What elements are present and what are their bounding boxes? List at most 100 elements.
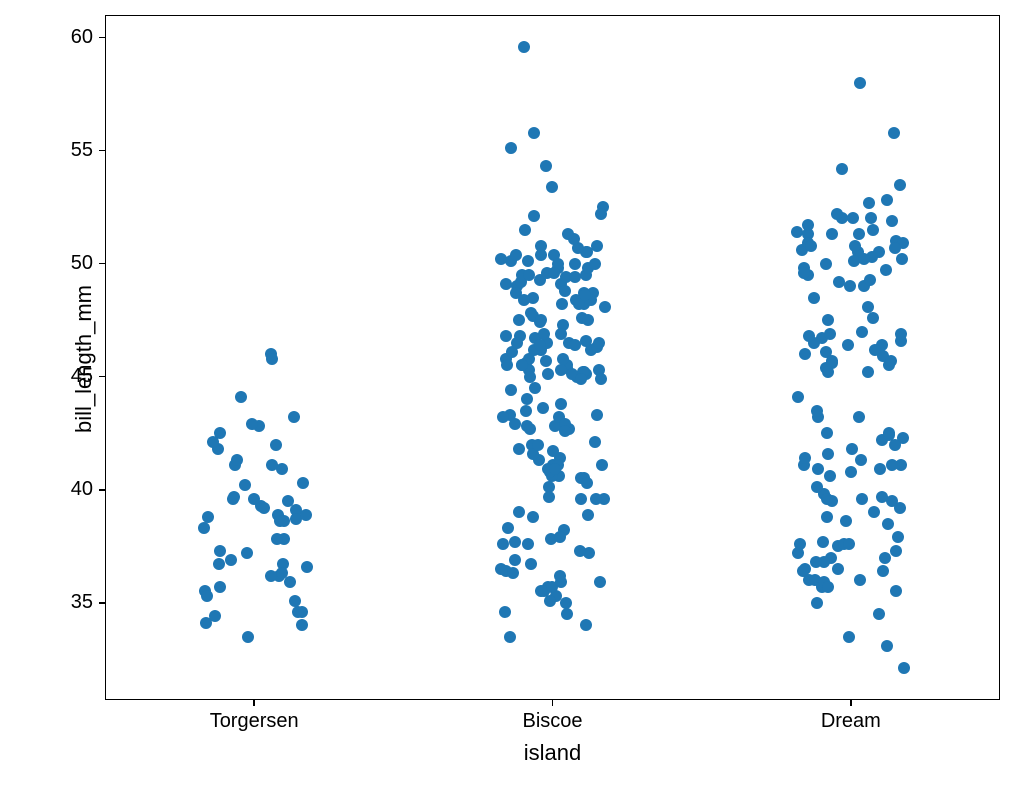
data-point bbox=[792, 391, 804, 403]
data-point bbox=[575, 493, 587, 505]
data-point bbox=[890, 545, 902, 557]
data-point bbox=[826, 355, 838, 367]
data-point bbox=[300, 509, 312, 521]
data-point bbox=[499, 606, 511, 618]
data-point bbox=[534, 339, 546, 351]
data-point bbox=[594, 576, 606, 588]
data-point bbox=[296, 619, 308, 631]
data-point bbox=[562, 228, 574, 240]
data-point bbox=[518, 294, 530, 306]
data-point bbox=[513, 506, 525, 518]
data-point bbox=[282, 495, 294, 507]
data-point bbox=[505, 142, 517, 154]
data-point bbox=[595, 373, 607, 385]
data-point bbox=[580, 335, 592, 347]
data-point bbox=[582, 314, 594, 326]
data-point bbox=[843, 538, 855, 550]
data-point bbox=[822, 314, 834, 326]
data-point bbox=[847, 212, 859, 224]
data-point bbox=[883, 427, 895, 439]
data-point bbox=[876, 491, 888, 503]
data-point bbox=[266, 459, 278, 471]
data-point bbox=[885, 355, 897, 367]
data-point bbox=[582, 509, 594, 521]
data-point bbox=[524, 423, 536, 435]
x-tick-mark bbox=[253, 700, 255, 706]
data-point bbox=[248, 493, 260, 505]
data-point bbox=[882, 518, 894, 530]
data-point bbox=[292, 606, 304, 618]
data-point bbox=[265, 570, 277, 582]
data-point bbox=[889, 242, 901, 254]
data-point bbox=[297, 477, 309, 489]
data-point bbox=[898, 662, 910, 674]
data-point bbox=[501, 359, 513, 371]
y-tick-mark bbox=[99, 263, 105, 265]
data-point bbox=[288, 411, 300, 423]
data-point bbox=[516, 359, 528, 371]
data-point bbox=[880, 264, 892, 276]
data-point bbox=[560, 597, 572, 609]
data-point bbox=[867, 224, 879, 236]
data-point bbox=[798, 267, 810, 279]
data-point bbox=[546, 181, 558, 193]
data-point bbox=[799, 452, 811, 464]
data-point bbox=[528, 210, 540, 222]
x-tick-label: Torgersen bbox=[174, 710, 334, 733]
data-point bbox=[569, 339, 581, 351]
data-point bbox=[879, 552, 891, 564]
data-point bbox=[524, 371, 536, 383]
data-point bbox=[844, 280, 856, 292]
data-point bbox=[544, 595, 556, 607]
data-point bbox=[849, 240, 861, 252]
chart-container: bill_length_mm island 354045505560Torger… bbox=[0, 0, 1024, 787]
data-point bbox=[855, 454, 867, 466]
data-point bbox=[522, 255, 534, 267]
data-point bbox=[523, 269, 535, 281]
data-point bbox=[518, 41, 530, 53]
data-point bbox=[542, 368, 554, 380]
data-point bbox=[214, 581, 226, 593]
data-point bbox=[198, 522, 210, 534]
data-point bbox=[881, 194, 893, 206]
y-tick-label: 45 bbox=[71, 365, 93, 388]
data-point bbox=[266, 353, 278, 365]
data-point bbox=[808, 292, 820, 304]
data-point bbox=[856, 493, 868, 505]
data-point bbox=[831, 208, 843, 220]
data-point bbox=[289, 595, 301, 607]
data-point bbox=[500, 330, 512, 342]
data-point bbox=[810, 556, 822, 568]
data-point bbox=[589, 258, 601, 270]
x-tick-mark bbox=[552, 700, 554, 706]
data-point bbox=[874, 463, 886, 475]
data-point bbox=[502, 522, 514, 534]
data-point bbox=[559, 285, 571, 297]
x-tick-mark bbox=[850, 700, 852, 706]
data-point bbox=[513, 314, 525, 326]
data-point bbox=[495, 253, 507, 265]
data-point bbox=[505, 384, 517, 396]
data-point bbox=[520, 405, 532, 417]
data-point bbox=[794, 538, 806, 550]
data-point bbox=[555, 328, 567, 340]
data-point bbox=[301, 561, 313, 573]
data-point bbox=[862, 366, 874, 378]
data-point bbox=[246, 418, 258, 430]
data-point bbox=[209, 610, 221, 622]
data-point bbox=[227, 493, 239, 505]
data-point bbox=[886, 459, 898, 471]
y-tick-mark bbox=[99, 489, 105, 491]
data-point bbox=[843, 631, 855, 643]
data-point bbox=[824, 470, 836, 482]
data-point bbox=[543, 491, 555, 503]
data-point bbox=[822, 581, 834, 593]
y-tick-label: 50 bbox=[71, 252, 93, 275]
data-point bbox=[557, 353, 569, 365]
data-point bbox=[881, 640, 893, 652]
data-point bbox=[791, 226, 803, 238]
data-point bbox=[556, 298, 568, 310]
y-tick-mark bbox=[99, 150, 105, 152]
data-point bbox=[811, 405, 823, 417]
data-point bbox=[207, 436, 219, 448]
